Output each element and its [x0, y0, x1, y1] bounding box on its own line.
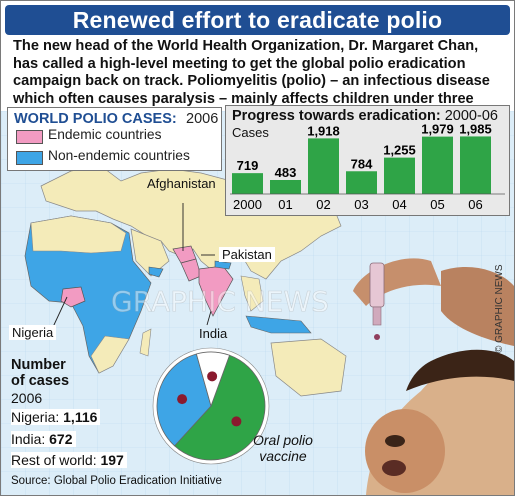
- bar-06: [460, 136, 491, 194]
- case-label: Rest of world:: [11, 452, 97, 468]
- watermark: GRAPHIC NEWS: [111, 285, 329, 318]
- chart-subtitle: 2000-06: [444, 108, 498, 124]
- page-title: Renewed effort to eradicate polio: [72, 7, 443, 33]
- title-bar: Renewed effort to eradicate polio: [5, 5, 510, 35]
- endemic-label: Endemic countries: [48, 127, 162, 142]
- case-label: Nigeria:: [11, 409, 60, 425]
- cases-title-line1: Number: [11, 357, 66, 373]
- bar-05: [422, 136, 453, 194]
- x-tick-label: 06: [468, 197, 482, 212]
- madagascar: [139, 328, 152, 357]
- x-tick-label: 01: [278, 197, 292, 212]
- legend-title: WORLD POLIO CASES:: [14, 111, 177, 127]
- progress-chart-svg: 719 2000 483 01 1,918 02 784 03 1,255 04 1,979 05 1,…: [230, 121, 505, 212]
- chart-title: Progress towards eradication: 2000-06: [232, 108, 498, 124]
- pie-slice-nigeria: [173, 354, 266, 461]
- label-pakistan: Pakistan: [219, 247, 275, 262]
- bar-04: [384, 157, 415, 194]
- bar-value-label: 1,918: [307, 123, 340, 138]
- x-tick-label: 02: [316, 197, 330, 212]
- non-endemic-label: Non-endemic countries: [48, 148, 190, 163]
- bar-2000: [232, 173, 263, 194]
- label-nigeria: Nigeria: [9, 325, 57, 340]
- credit-text: © GRAPHIC NEWS: [494, 264, 505, 354]
- bar-value-label: 1,255: [383, 143, 416, 158]
- pie-marker: [231, 416, 242, 427]
- cases-title-line2: of cases: [11, 373, 70, 389]
- cases-year: 2006: [11, 390, 43, 406]
- photo-caption: Oral polio vaccine: [253, 432, 313, 464]
- case-value: 672: [49, 431, 73, 447]
- bar-01: [270, 179, 301, 194]
- bar-value-label: 1,979: [421, 122, 454, 137]
- chart-ylabel: Cases: [232, 125, 269, 140]
- bar-value-label: 719: [237, 158, 259, 173]
- intro-text: The new head of the World Health Organiz…: [13, 38, 490, 124]
- case-label: India:: [11, 431, 46, 447]
- legend-year: 2006: [186, 111, 219, 127]
- endemic-swatch: [16, 130, 43, 144]
- legend: WORLD POLIO CASES: 2006 Endemic countrie…: [7, 107, 222, 171]
- x-tick-label: 04: [392, 197, 406, 212]
- chart-title-text: Progress towards eradication:: [232, 108, 441, 124]
- label-india: India: [199, 326, 228, 341]
- cases-title: Number of cases: [11, 357, 69, 389]
- label-afghanistan: Afghanistan: [147, 176, 216, 191]
- x-tick-label: 2000: [233, 197, 262, 212]
- bar-02: [308, 138, 339, 194]
- progress-chart: 719 2000 483 01 1,918 02 784 03 1,255 04 1,979 05 1,…: [225, 105, 510, 216]
- bar-03: [346, 171, 377, 194]
- source-note: Source: Global Polio Eradication Initiat…: [11, 475, 222, 487]
- pie-marker: [207, 371, 218, 382]
- southern-africa: [90, 335, 130, 374]
- case-row-nigeria: Nigeria: 1,116: [11, 409, 101, 425]
- case-value: 1,116: [63, 409, 98, 425]
- yemen-shape: [148, 266, 164, 278]
- case-value: 197: [100, 452, 124, 468]
- bar-value-label: 483: [275, 165, 297, 180]
- indonesia: [245, 315, 312, 334]
- australia: [270, 338, 347, 397]
- photo-caption-line2: vaccine: [259, 448, 307, 464]
- southeast-asia: [240, 275, 264, 312]
- case-row-india: India: 672: [11, 431, 76, 447]
- bar-value-label: 1,985: [459, 121, 492, 136]
- north-africa: [30, 215, 127, 254]
- x-tick-label: 03: [354, 197, 368, 212]
- pie-marker: [177, 394, 188, 405]
- nigeria-shape: [60, 286, 86, 308]
- x-tick-label: 05: [430, 197, 444, 212]
- bar-value-label: 784: [351, 156, 373, 171]
- nepal-shape: [214, 260, 232, 270]
- pie-chart: [156, 351, 266, 461]
- photo-caption-line1: Oral polio: [253, 432, 313, 448]
- non-endemic-swatch: [16, 151, 43, 165]
- child-photo: [353, 258, 514, 495]
- case-row-rest: Rest of world: 197: [11, 452, 127, 468]
